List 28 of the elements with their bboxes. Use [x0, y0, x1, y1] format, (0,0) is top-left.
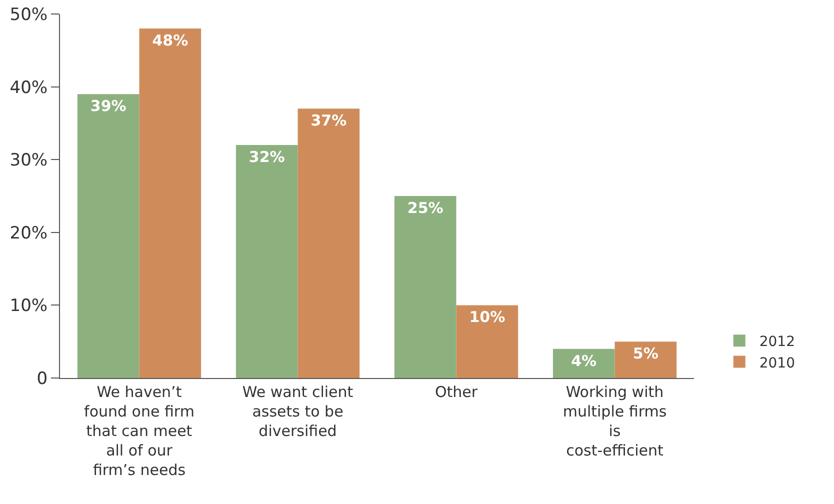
data-label: 39% — [90, 97, 126, 116]
legend-label: 2010 — [759, 355, 795, 372]
data-label: 25% — [407, 199, 444, 217]
data-label: 32% — [248, 148, 285, 166]
bar — [456, 305, 518, 378]
y-tick-label: 0 — [36, 368, 48, 389]
bar — [394, 196, 456, 378]
bar — [236, 145, 298, 378]
data-label: 48% — [152, 32, 188, 50]
y-tick-label: 50% — [10, 4, 48, 25]
data-label: 5% — [632, 344, 658, 363]
data-label: 37% — [310, 112, 347, 130]
y-tick-label: 20% — [10, 223, 48, 244]
bar — [139, 28, 202, 378]
bar — [552, 348, 615, 378]
y-tick-label: 30% — [10, 150, 48, 171]
x-tick-label: Other — [434, 383, 478, 401]
x-tick-label: We want client assets to be diversified — [242, 383, 354, 440]
data-label: 4% — [571, 352, 597, 370]
bar — [614, 342, 677, 378]
legend-label: 2012 — [759, 334, 795, 350]
bar — [298, 108, 360, 378]
x-tick-label: Working with multiple firms is cost-efficient — [562, 383, 667, 460]
y-tick-label: 10% — [10, 296, 48, 316]
y-tick-label: 40% — [10, 78, 48, 98]
data-label: 10% — [469, 308, 506, 326]
bar — [77, 94, 140, 378]
x-tick-label: We haven’t found one firm that can meet all of our firm’s needs — [84, 383, 194, 479]
